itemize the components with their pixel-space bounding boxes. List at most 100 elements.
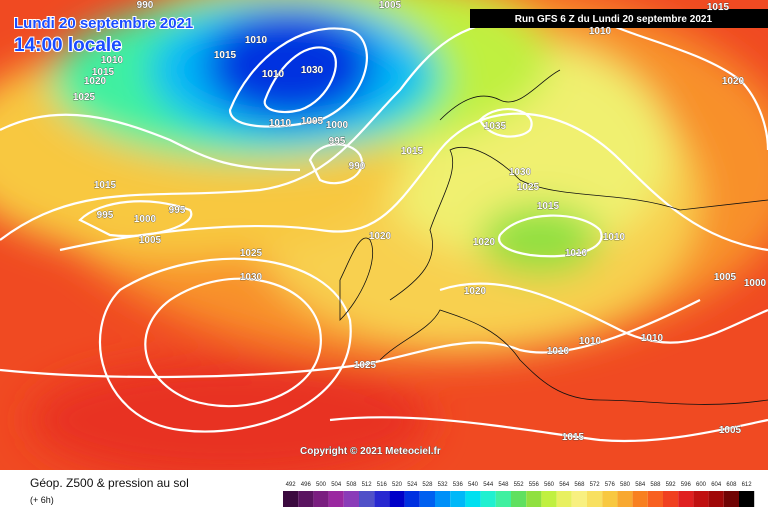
legend-swatch (739, 491, 755, 507)
legend-swatch (328, 491, 344, 507)
isobar-label: 1030 (509, 167, 532, 178)
isobar-label: 1000 (134, 214, 157, 225)
isobar-label: 1005 (301, 116, 324, 127)
legend-value: 500 (316, 482, 327, 488)
isobar-label: 1015 (94, 180, 117, 191)
legend-value: 580 (620, 482, 631, 488)
legend-value: 608 (726, 482, 737, 488)
isobar-label: 1005 (379, 0, 402, 11)
isobar-label: 1020 (464, 286, 487, 297)
isobar-label: 1015 (707, 2, 730, 13)
color-legend: 492 496 500 504 508 512 516 520 524 528 532 536 540 5… (283, 482, 755, 507)
legend-swatch (343, 491, 359, 507)
isobar-label: 1035 (484, 121, 507, 132)
legend-value: 528 (422, 482, 433, 488)
legend-value: 600 (696, 482, 707, 488)
legend-value: 544 (483, 482, 494, 488)
legend-swatch (678, 491, 694, 507)
legend-value: 512 (362, 482, 373, 488)
legend-swatch (495, 491, 511, 507)
legend-swatch (723, 491, 739, 507)
legend-value: 564 (559, 482, 570, 488)
run-banner (470, 9, 768, 28)
isobar-label: 1020 (84, 76, 107, 87)
isobar-label: 1010 (547, 346, 570, 357)
time: 14:00 locale (14, 35, 122, 56)
legend-swatch (450, 491, 466, 507)
footer-title: Géop. Z500 & pression au sol (30, 476, 189, 490)
legend-value: 496 (301, 482, 312, 488)
legend-swatch (419, 491, 435, 507)
legend-swatch (693, 491, 709, 507)
isobar-label: 995 (169, 205, 186, 216)
isobar-label: 1010 (603, 232, 626, 243)
legend-value: 560 (544, 482, 555, 488)
footer-lead: (+ 6h) (30, 495, 54, 505)
isobar-label: 1010 (101, 55, 124, 66)
legend-swatch (435, 491, 451, 507)
legend-swatch (526, 491, 542, 507)
isobar-label: 995 (97, 210, 114, 221)
legend-value: 552 (514, 482, 525, 488)
legend-value: 516 (377, 482, 388, 488)
isobar-label: 1005 (714, 272, 737, 283)
legend-swatch (571, 491, 587, 507)
legend-swatch (389, 491, 405, 507)
legend-swatch (511, 491, 527, 507)
isobar-label: 1005 (719, 425, 742, 436)
legend-swatch (663, 491, 679, 507)
legend-swatch (298, 491, 314, 507)
legend-value: 612 (742, 482, 753, 488)
isobar-label: 1015 (401, 146, 424, 157)
legend-value: 568 (574, 482, 585, 488)
isobar-label: 1020 (473, 237, 496, 248)
legend-swatch (708, 491, 724, 507)
isobar-label: 1015 (537, 201, 560, 212)
legend-swatch (632, 491, 648, 507)
date: Lundi 20 septembre 2021 (14, 15, 193, 32)
isobar-label: 990 (349, 161, 366, 172)
legend-swatch (541, 491, 557, 507)
legend-value: 588 (650, 482, 661, 488)
isobar-label: 1010 (641, 333, 664, 344)
legend-value: 540 (468, 482, 479, 488)
legend-value: 504 (331, 482, 342, 488)
legend-value: 492 (286, 482, 297, 488)
isobar-label: 1000 (326, 120, 349, 131)
legend-value: 536 (453, 482, 464, 488)
legend-swatch (283, 491, 299, 507)
legend-swatch (602, 491, 618, 507)
isobar-label: 1010 (269, 118, 292, 129)
legend-swatch (404, 491, 420, 507)
legend-value: 592 (666, 482, 677, 488)
isobar-label: 1010 (262, 69, 285, 80)
legend-swatch (587, 491, 603, 507)
isobar-label: 1030 (301, 65, 324, 76)
legend-swatch (374, 491, 390, 507)
legend-swatch (556, 491, 572, 507)
legend-swatch (617, 491, 633, 507)
isobar-label: 1020 (369, 231, 392, 242)
isobar-label: 1020 (722, 76, 745, 87)
isobar-label: 1025 (517, 182, 540, 193)
isobar-label: 1005 (139, 235, 162, 246)
isobar-label: 1025 (240, 248, 263, 259)
isobar-label: 1025 (354, 360, 377, 371)
legend-value: 524 (407, 482, 418, 488)
legend-value: 572 (590, 482, 601, 488)
isobar-label: 1010 (579, 336, 602, 347)
legend-value: 576 (605, 482, 616, 488)
isobar-label: 1010 (245, 35, 268, 46)
map-field (0, 0, 768, 470)
isobars (0, 18, 768, 443)
isobar-label: 1015 (562, 432, 585, 443)
isobar-label: 995 (329, 136, 346, 147)
legend-value: 532 (438, 482, 449, 488)
legend-swatch (313, 491, 329, 507)
isobar-label: 1010 (565, 248, 588, 259)
legend-value: 548 (498, 482, 509, 488)
legend-value: 584 (635, 482, 646, 488)
copyright: Copyright © 2021 Meteociel.fr (300, 446, 441, 457)
run-info: Run GFS 6 Z du Lundi 20 septembre 2021 (515, 14, 713, 25)
